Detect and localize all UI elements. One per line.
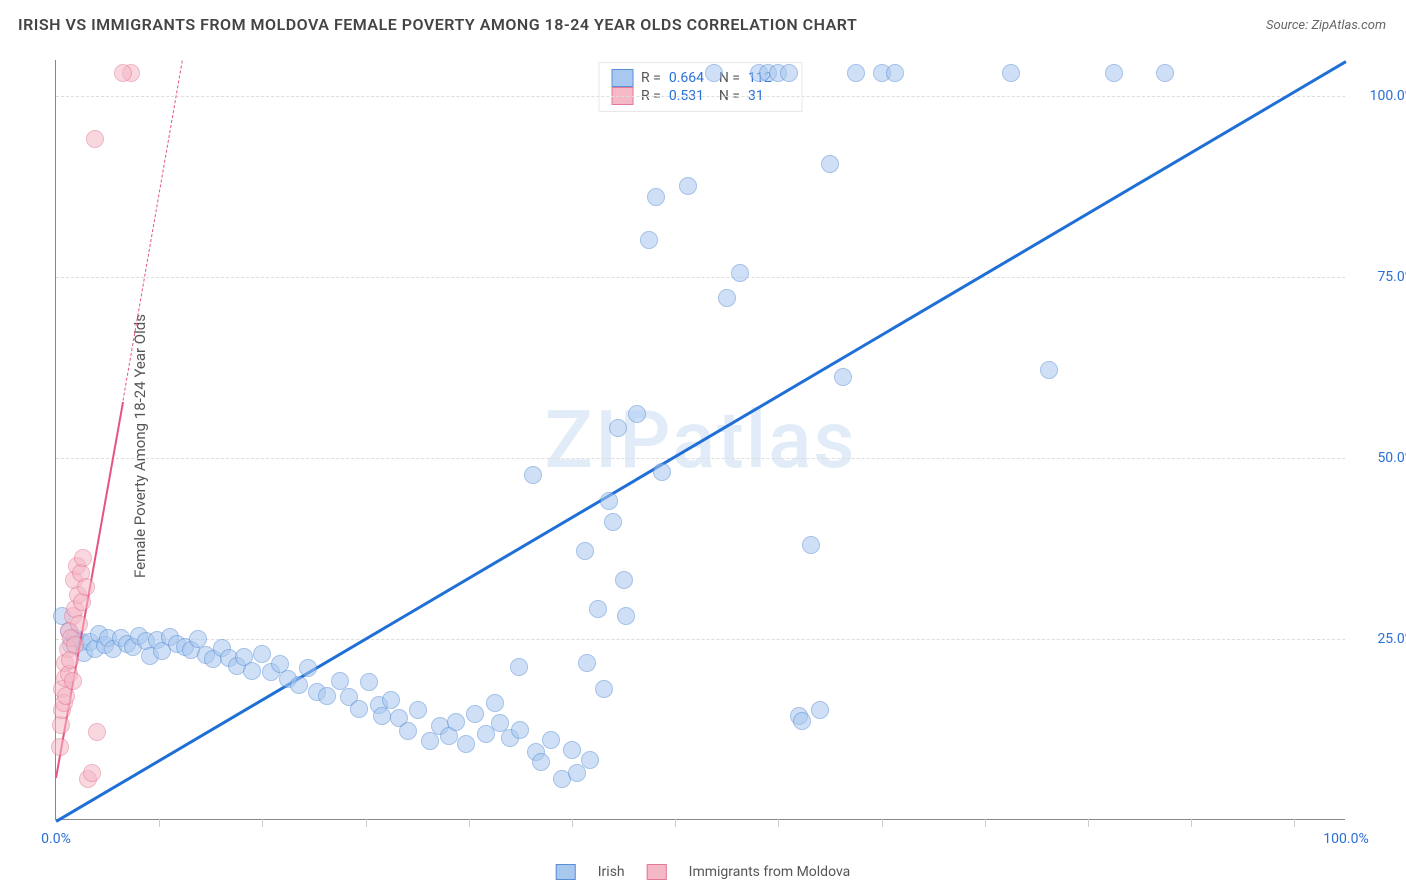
x-tick	[1191, 819, 1192, 827]
scatter-point	[1156, 64, 1174, 82]
plot-area: ZIPatlas R =0.664N =112R =0.531N =31 25.…	[55, 60, 1345, 820]
x-tick	[262, 819, 263, 827]
x-tick	[985, 819, 986, 827]
source-name: ZipAtlas.com	[1311, 18, 1386, 33]
scatter-point	[679, 177, 697, 195]
scatter-point	[718, 289, 736, 307]
scatter-point	[1040, 361, 1058, 379]
scatter-point	[600, 492, 618, 510]
scatter-point	[350, 700, 368, 718]
scatter-point	[88, 723, 106, 741]
scatter-point	[457, 735, 475, 753]
scatter-point	[318, 687, 336, 705]
scatter-point	[290, 676, 308, 694]
scatter-point	[705, 64, 723, 82]
series-swatch	[647, 864, 667, 880]
scatter-point	[1002, 64, 1020, 82]
scatter-point	[834, 368, 852, 386]
trend-line	[123, 60, 183, 400]
scatter-point	[604, 513, 622, 531]
legend-swatch	[611, 69, 633, 87]
scatter-point	[793, 712, 811, 730]
scatter-point	[617, 607, 635, 625]
source-prefix: Source:	[1266, 18, 1311, 33]
scatter-point	[532, 753, 550, 771]
scatter-point	[609, 419, 627, 437]
scatter-point	[802, 536, 820, 554]
scatter-point	[847, 64, 865, 82]
x-tick	[159, 819, 160, 827]
x-tick-label: 0.0%	[41, 831, 71, 847]
scatter-point	[83, 764, 101, 782]
scatter-point	[409, 701, 427, 719]
trend-line	[55, 60, 1346, 822]
scatter-point	[886, 64, 904, 82]
scatter-point	[86, 130, 104, 148]
scatter-point	[811, 701, 829, 719]
scatter-point	[640, 231, 658, 249]
gridline-h	[56, 458, 1345, 459]
scatter-point	[421, 732, 439, 750]
scatter-point	[189, 630, 207, 648]
scatter-point	[1105, 64, 1123, 82]
legend-r-label: R =	[641, 70, 661, 86]
scatter-point	[447, 713, 465, 731]
scatter-point	[466, 705, 484, 723]
x-tick	[469, 819, 470, 827]
chart-title: IRISH VS IMMIGRANTS FROM MOLDOVA FEMALE …	[18, 15, 857, 34]
scatter-point	[66, 636, 84, 654]
scatter-point	[510, 658, 528, 676]
series-swatch	[556, 864, 576, 880]
scatter-point	[581, 751, 599, 769]
scatter-point	[253, 645, 271, 663]
scatter-point	[731, 264, 749, 282]
scatter-point	[243, 662, 261, 680]
scatter-point	[821, 155, 839, 173]
scatter-point	[77, 578, 95, 596]
x-tick	[1294, 819, 1295, 827]
scatter-point	[114, 64, 132, 82]
x-tick-label: 100.0%	[1323, 831, 1368, 847]
series-name: Irish	[598, 864, 625, 880]
gridline-h	[56, 96, 1345, 97]
scatter-point	[373, 707, 391, 725]
x-tick	[572, 819, 573, 827]
series-legend: Irish Immigrants from Moldova	[556, 864, 851, 880]
scatter-point	[589, 600, 607, 618]
scatter-point	[74, 549, 92, 567]
x-tick	[366, 819, 367, 827]
scatter-point	[542, 731, 560, 749]
gridline-h	[56, 639, 1345, 640]
x-tick	[1088, 819, 1089, 827]
scatter-point	[653, 463, 671, 481]
scatter-point	[576, 542, 594, 560]
scatter-point	[615, 571, 633, 589]
x-tick	[882, 819, 883, 827]
scatter-point	[511, 721, 529, 739]
scatter-point	[563, 741, 581, 759]
y-tick-label: 50.0%	[1355, 450, 1406, 466]
scatter-point	[595, 680, 613, 698]
scatter-point	[70, 615, 88, 633]
series-name: Immigrants from Moldova	[689, 864, 851, 880]
y-tick-label: 75.0%	[1355, 269, 1406, 285]
scatter-point	[780, 64, 798, 82]
scatter-point	[299, 659, 317, 677]
scatter-point	[647, 188, 665, 206]
scatter-point	[628, 405, 646, 423]
scatter-point	[64, 672, 82, 690]
gridline-h	[56, 277, 1345, 278]
scatter-point	[382, 691, 400, 709]
y-tick-label: 100.0%	[1355, 88, 1406, 104]
x-tick	[675, 819, 676, 827]
scatter-point	[486, 694, 504, 712]
x-tick	[778, 819, 779, 827]
scatter-point	[578, 654, 596, 672]
source-label: Source: ZipAtlas.com	[1266, 18, 1386, 33]
y-tick-label: 25.0%	[1355, 631, 1406, 647]
scatter-point	[524, 466, 542, 484]
scatter-point	[399, 722, 417, 740]
scatter-point	[360, 673, 378, 691]
scatter-point	[51, 738, 69, 756]
